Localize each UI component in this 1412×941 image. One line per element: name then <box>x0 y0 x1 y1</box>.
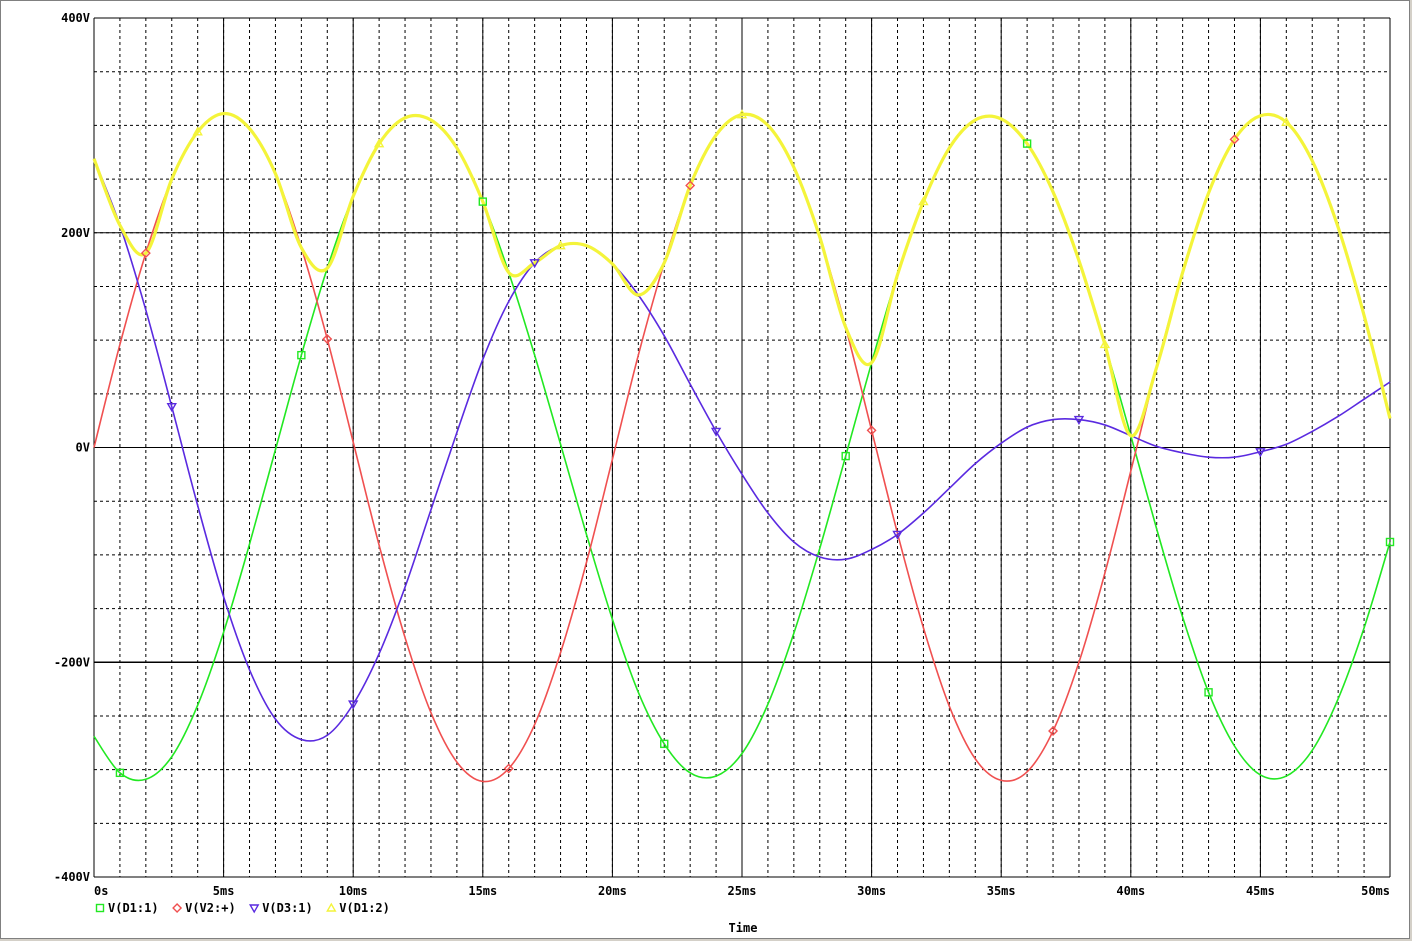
data-point <box>529 259 540 269</box>
data-point <box>373 138 385 148</box>
legend-label: V(D1:1) <box>108 901 159 915</box>
series-line-V(D1:2) <box>92 111 1392 438</box>
series-line-V(D1:1) <box>93 114 1391 782</box>
legend-marker <box>172 903 183 913</box>
data-point <box>140 248 151 259</box>
data-point <box>1255 448 1266 458</box>
x-tick-label: 10ms <box>339 884 368 898</box>
y-tick-label: -200V <box>54 655 90 669</box>
data-point <box>1099 339 1111 349</box>
data-point <box>918 196 929 206</box>
data-point <box>660 739 669 749</box>
x-tick-label: 5ms <box>213 884 235 898</box>
legend-item: V(D3:1) <box>248 901 313 915</box>
grid <box>93 17 1391 878</box>
x-tick-label: 50ms <box>1361 884 1390 898</box>
legend-label: V(V2:+) <box>185 901 236 915</box>
data-point <box>1073 415 1085 425</box>
data-point <box>710 427 722 437</box>
legend-item: V(V2:+) <box>172 901 236 915</box>
data-point <box>478 197 487 206</box>
y-tick-label: 400V <box>61 11 90 25</box>
legend-label: V(D1:2) <box>339 901 390 915</box>
data-point <box>297 350 306 360</box>
data-point <box>503 763 514 774</box>
data-point <box>1385 537 1395 547</box>
data-point <box>166 402 177 413</box>
data-point <box>322 334 333 345</box>
x-tick-label: 25ms <box>728 884 757 898</box>
data-point <box>1229 134 1240 145</box>
legend-item: V(D1:1) <box>95 901 159 915</box>
data-point <box>347 700 359 710</box>
series-line-V(D3:1) <box>93 158 1391 742</box>
x-tick-label: 35ms <box>987 884 1016 898</box>
data-point <box>1204 688 1213 697</box>
data-point <box>555 240 566 250</box>
data-point <box>192 126 203 136</box>
y-tick-label: -400V <box>54 870 90 884</box>
legend-label: V(D3:1) <box>262 901 313 915</box>
y-tick-label: 200V <box>61 226 90 240</box>
x-tick-label: 20ms <box>598 884 627 898</box>
data-point <box>892 530 903 540</box>
legend: V(D1:1) V(V2:+) V(D3:1) V(D1:2) <box>95 901 390 915</box>
data-point <box>115 768 125 778</box>
x-tick-label: 30ms <box>857 884 886 898</box>
series-lines <box>92 111 1392 783</box>
data-point <box>736 109 748 119</box>
legend-marker <box>248 904 260 914</box>
y-tick-label: 0V <box>76 441 90 455</box>
data-point <box>685 180 696 191</box>
data-point <box>1022 139 1032 148</box>
data-point <box>1281 116 1292 126</box>
x-tick-label: 15ms <box>468 884 497 898</box>
data-point <box>866 425 877 436</box>
legend-marker <box>95 903 105 913</box>
data-point <box>841 451 850 461</box>
data-point <box>1048 725 1059 736</box>
series-markers <box>115 109 1395 778</box>
x-tick-label: 45ms <box>1246 884 1275 898</box>
legend-marker <box>326 902 337 912</box>
legend-item: V(D1:2) <box>326 901 390 915</box>
x-tick-label: 40ms <box>1116 884 1145 898</box>
axes: 400V 200V 0V -200V -400V 0s 5ms 10ms 15ms 20ms 25m… <box>54 11 1390 898</box>
x-tick-label: 0s <box>94 884 108 898</box>
x-axis-label: Time <box>729 921 758 935</box>
